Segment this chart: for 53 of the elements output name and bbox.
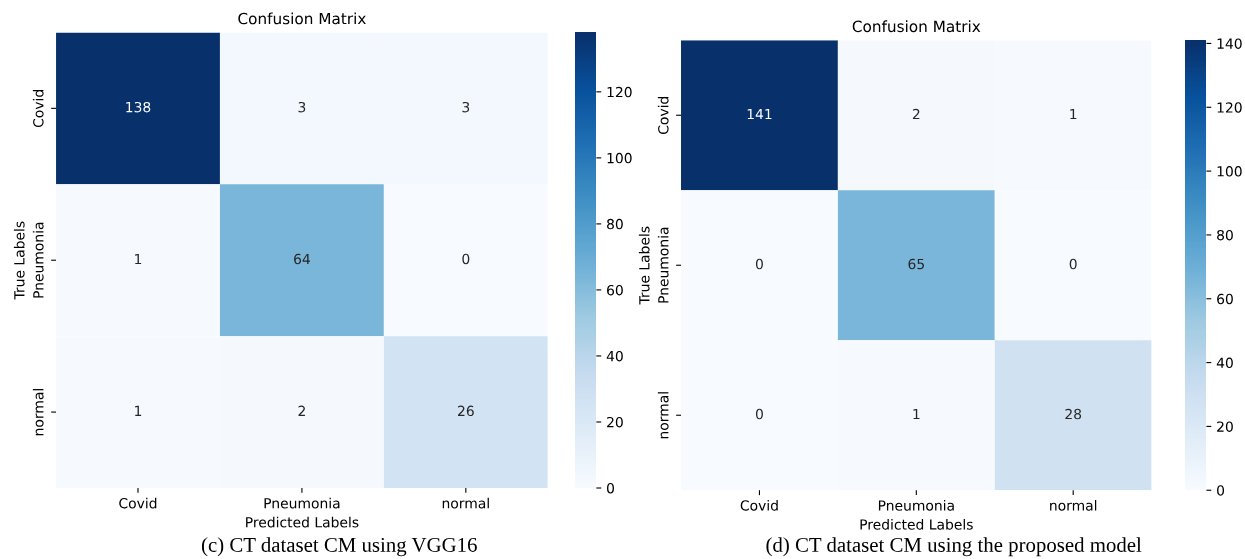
color-bar-label: 140 xyxy=(1217,38,1242,49)
x-tick-label: Covid xyxy=(740,499,778,511)
y-axis-title: True Labels xyxy=(13,221,25,300)
color-bar-label: 0 xyxy=(1217,485,1225,496)
y-tick-label: normal xyxy=(32,389,44,436)
data-label: 64 xyxy=(294,253,310,265)
data-label: 2 xyxy=(912,108,920,120)
data-label: 2 xyxy=(298,405,305,416)
color-bar-label: 120 xyxy=(607,86,632,98)
data-label: 0 xyxy=(755,408,763,420)
color-bar-label: 100 xyxy=(607,152,632,164)
y-tick-label: Pneumonia xyxy=(657,227,669,303)
data-label: 26 xyxy=(458,405,474,417)
color-bar-label: 60 xyxy=(607,284,623,296)
data-label: 0 xyxy=(755,258,763,270)
x-tick-label: Pneumonia xyxy=(264,497,340,509)
color-bar-label: 80 xyxy=(607,218,623,230)
data-label: 138 xyxy=(126,101,151,113)
x-tick-label: normal xyxy=(442,497,489,509)
chart-title: Confusion Matrix xyxy=(852,20,981,33)
data-label: 0 xyxy=(462,253,470,265)
x-axis-title: Predicted Labels xyxy=(246,516,359,528)
color-bar-label: 20 xyxy=(1217,421,1233,432)
y-axis-title: True Labels xyxy=(638,226,650,305)
color-bar-label: 80 xyxy=(1217,229,1233,241)
color-bar-label: 40 xyxy=(1216,357,1233,369)
data-label: 65 xyxy=(908,258,924,270)
color-bar-label: 40 xyxy=(606,350,623,362)
text: (c) CT dataset CM using VGG16 xyxy=(201,537,477,557)
color-bar-label: 20 xyxy=(607,416,623,428)
color-bar-label: 60 xyxy=(1217,293,1233,305)
x-tick-label: normal xyxy=(1050,499,1097,511)
color-bar-label: 120 xyxy=(1217,102,1242,113)
color-bar-label: 0 xyxy=(606,482,614,494)
y-tick-label: Covid xyxy=(32,90,44,128)
data-label: 3 xyxy=(462,101,470,113)
color-bar-label: 100 xyxy=(1217,166,1242,177)
chart-title: Confusion Matrix xyxy=(238,12,366,25)
x-tick-label: Covid xyxy=(119,497,157,509)
data-label: 141 xyxy=(747,108,772,120)
data-label: 1 xyxy=(1070,108,1077,120)
data-label: 1 xyxy=(135,253,142,265)
data-label: 3 xyxy=(298,101,306,113)
text: (d) CT dataset CM using the proposed model xyxy=(766,537,1142,557)
data-label: 1 xyxy=(135,405,142,416)
y-tick-label: Pneumonia xyxy=(32,222,44,298)
y-tick-label: Covid xyxy=(657,96,669,135)
data-label: 1 xyxy=(913,408,920,420)
data-label: 0 xyxy=(1069,258,1077,270)
data-label: 28 xyxy=(1065,408,1082,420)
x-tick-label: Pneumonia xyxy=(878,499,954,511)
x-axis-title: Predicted Labels xyxy=(860,518,973,530)
y-tick-label: normal xyxy=(657,392,669,439)
